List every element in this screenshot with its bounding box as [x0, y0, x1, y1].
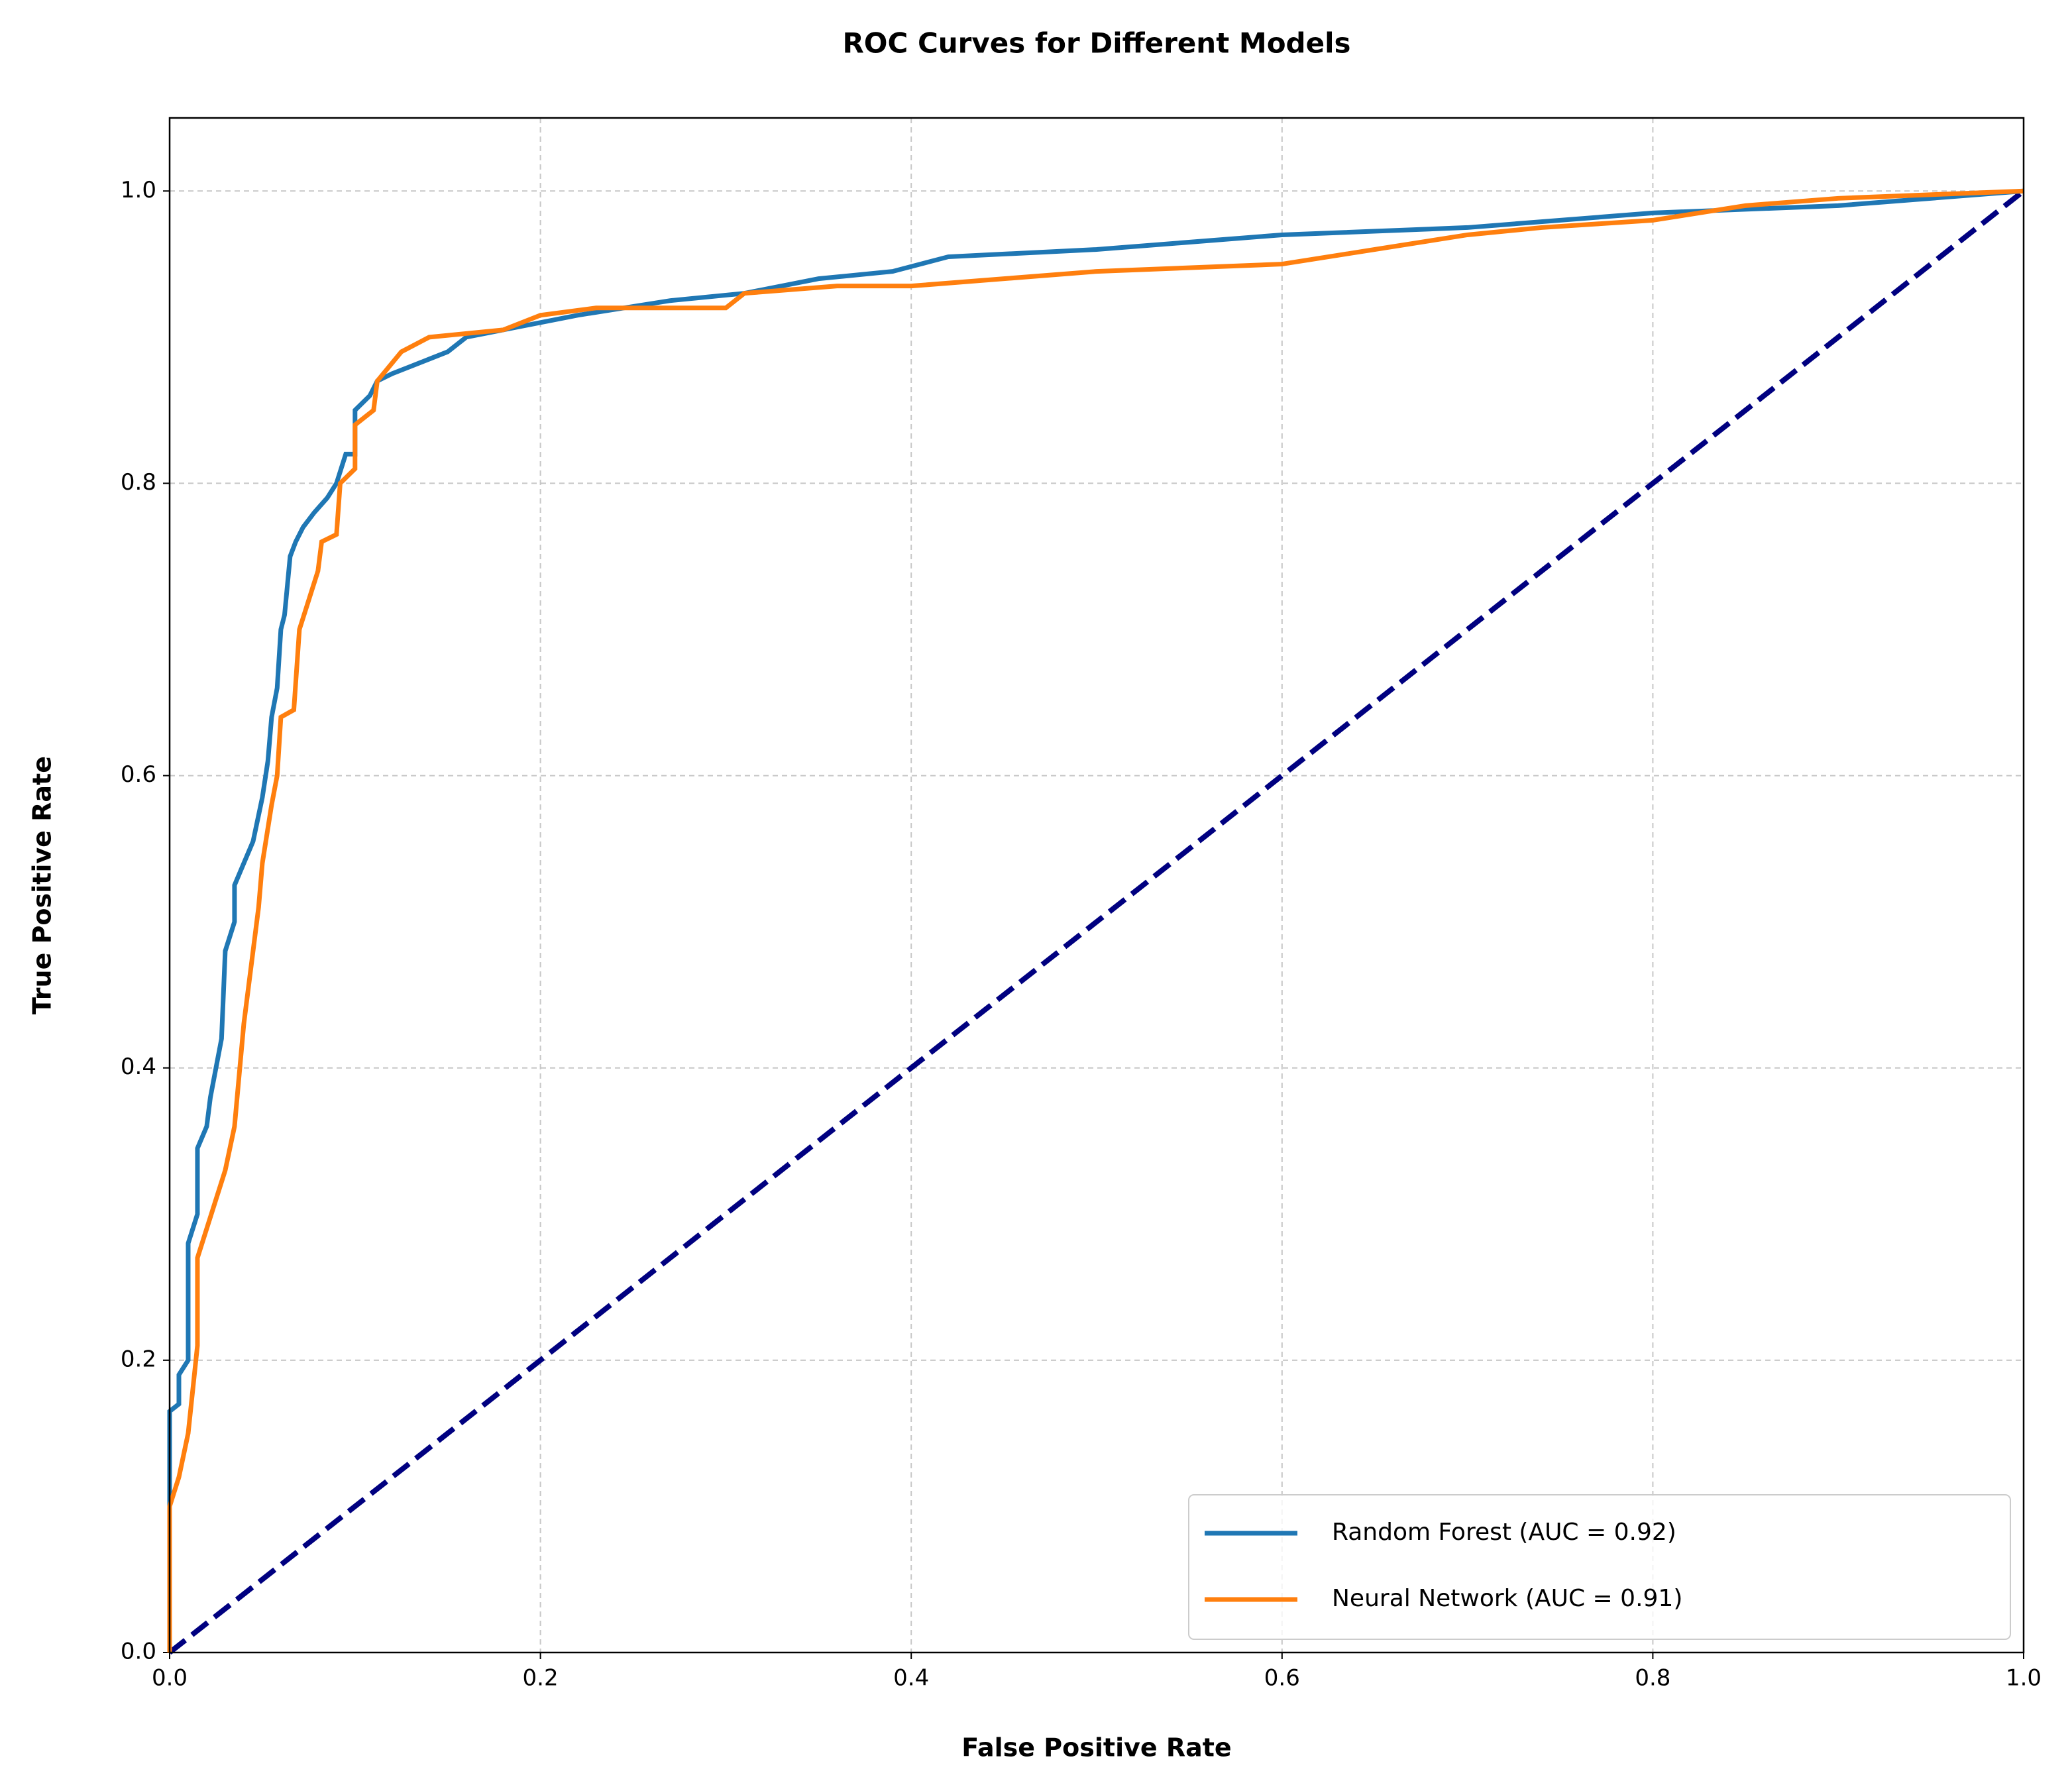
plot-area: 0.0 0.2 0.4 0.6 0.8 1.0 0.0 0.2 0.4 0.6 0.8 1.0 Rand…: [121, 117, 2042, 1692]
x-tick-label: 0.6: [1264, 1665, 1300, 1692]
reference-line: [168, 189, 2026, 1655]
plot-frame: [168, 117, 2025, 1654]
y-tick-label: 0.2: [121, 1346, 156, 1372]
legend: Random Forest (AUC = 0.92) Neural Network…: [1188, 1494, 2011, 1640]
x-axis-label: False Positive Rate: [961, 1733, 1231, 1762]
legend-label: Neural Network (AUC = 0.91): [1332, 1585, 1682, 1612]
roc-line: [167, 188, 2024, 1653]
x-tick-label: 0.4: [893, 1665, 929, 1692]
x-tick-label: 0.8: [1635, 1665, 1670, 1692]
y-tick-label: 0.4: [121, 1054, 156, 1080]
y-tick-label: 1.0: [121, 177, 156, 203]
legend-label: Random Forest (AUC = 0.92): [1332, 1519, 1676, 1546]
x-tick-label: 0.2: [523, 1665, 559, 1692]
chart-title: ROC Curves for Different Models: [842, 27, 1350, 60]
y-tick-label: 0.8: [121, 469, 156, 496]
x-tick-label: 1.0: [2006, 1665, 2042, 1692]
y-axis-label: True Positive Rate: [28, 756, 57, 1014]
y-tick-label: 0.0: [121, 1639, 156, 1665]
y-tick-label: 0.6: [121, 761, 156, 788]
legend-box: [1188, 1494, 2011, 1640]
roc-line: [167, 188, 2024, 1653]
x-tick-label: 0.0: [152, 1665, 188, 1692]
